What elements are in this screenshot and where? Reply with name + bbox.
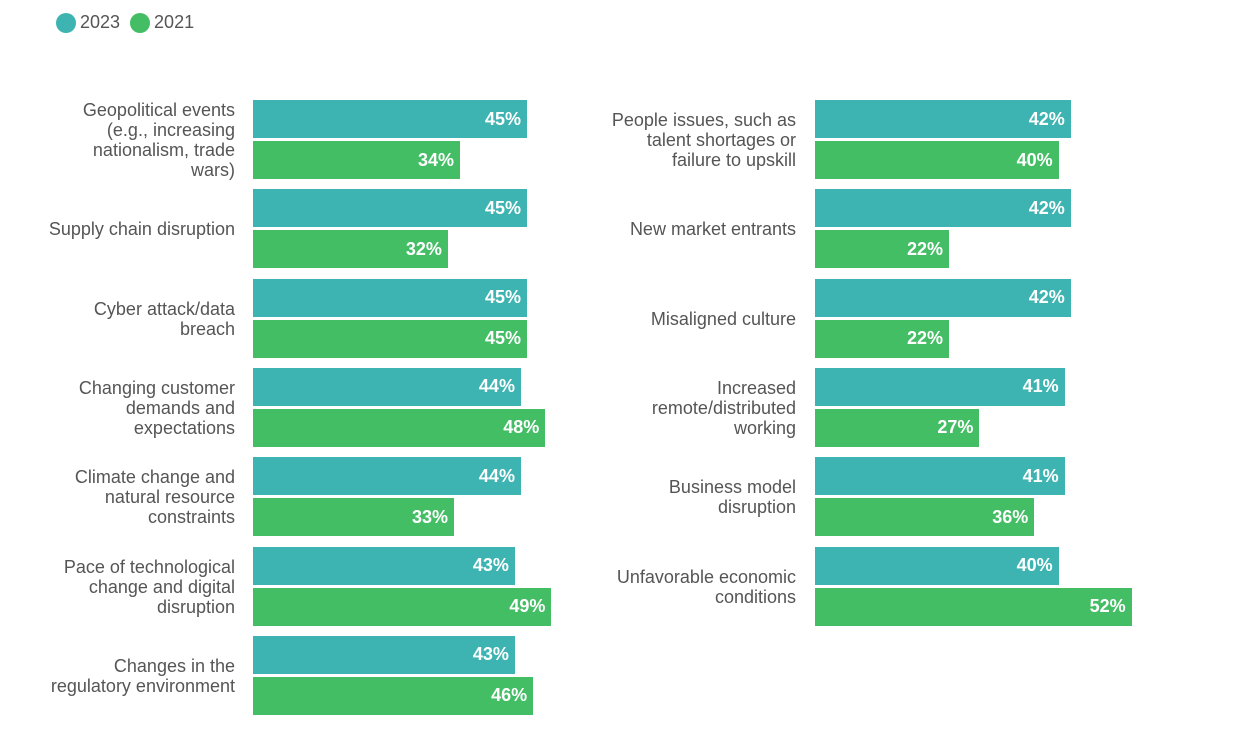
bar: 36% <box>815 498 1035 537</box>
bar: 41% <box>815 457 1065 496</box>
category-label: Changes in the regulatory environment <box>50 655 235 696</box>
bar: 48% <box>253 408 546 447</box>
category-label: Changing customer demands and expectatio… <box>78 377 235 438</box>
bar: 27% <box>815 408 980 447</box>
legend-label: 2023 <box>80 12 121 32</box>
bar: 41% <box>815 367 1065 406</box>
bar: 52% <box>815 587 1132 626</box>
legend-swatch <box>56 12 76 33</box>
bar: 43% <box>253 546 515 585</box>
category-label: Increased remote/distributed working <box>651 377 796 438</box>
bar: 42% <box>815 100 1071 138</box>
legend-label: 2021 <box>154 12 195 32</box>
category-label: Business model disruption <box>668 477 796 518</box>
category-label: Geopolitical events (e.g., increasing na… <box>82 100 235 180</box>
bar: 22% <box>815 319 949 358</box>
category-label: Climate change and natural resource cons… <box>74 467 235 528</box>
bar: 45% <box>253 189 528 228</box>
bar: 46% <box>253 676 534 715</box>
category-label: People issues, such as talent shortages … <box>611 110 796 170</box>
bar: 45% <box>253 100 528 138</box>
category-label: Cyber attack/data breach <box>93 298 235 339</box>
category-label: New market entrants <box>629 219 796 240</box>
bar: 42% <box>815 189 1071 228</box>
bar: 34% <box>253 141 461 179</box>
legend: 2023 2021 <box>56 12 194 33</box>
bar: 44% <box>253 367 521 406</box>
bar: 33% <box>253 498 454 537</box>
bar: 22% <box>815 230 949 269</box>
bar: 40% <box>815 141 1059 179</box>
category-label: Unfavorable economic conditions <box>616 566 796 607</box>
bar: 44% <box>253 457 521 496</box>
bar: 42% <box>815 278 1071 317</box>
bar: 43% <box>253 635 515 674</box>
legend-item: 2021 <box>130 12 194 33</box>
bar: 45% <box>253 278 528 317</box>
bar: 32% <box>253 230 448 269</box>
category-label: Supply chain disruption <box>48 219 235 240</box>
bar: 40% <box>815 546 1059 585</box>
legend-item: 2023 <box>56 12 120 33</box>
category-label: Misaligned culture <box>650 308 796 329</box>
category-label: Pace of technological change and digital… <box>63 556 235 617</box>
bar: 45% <box>253 319 528 358</box>
legend-swatch <box>130 12 151 33</box>
bar: 49% <box>253 587 552 626</box>
